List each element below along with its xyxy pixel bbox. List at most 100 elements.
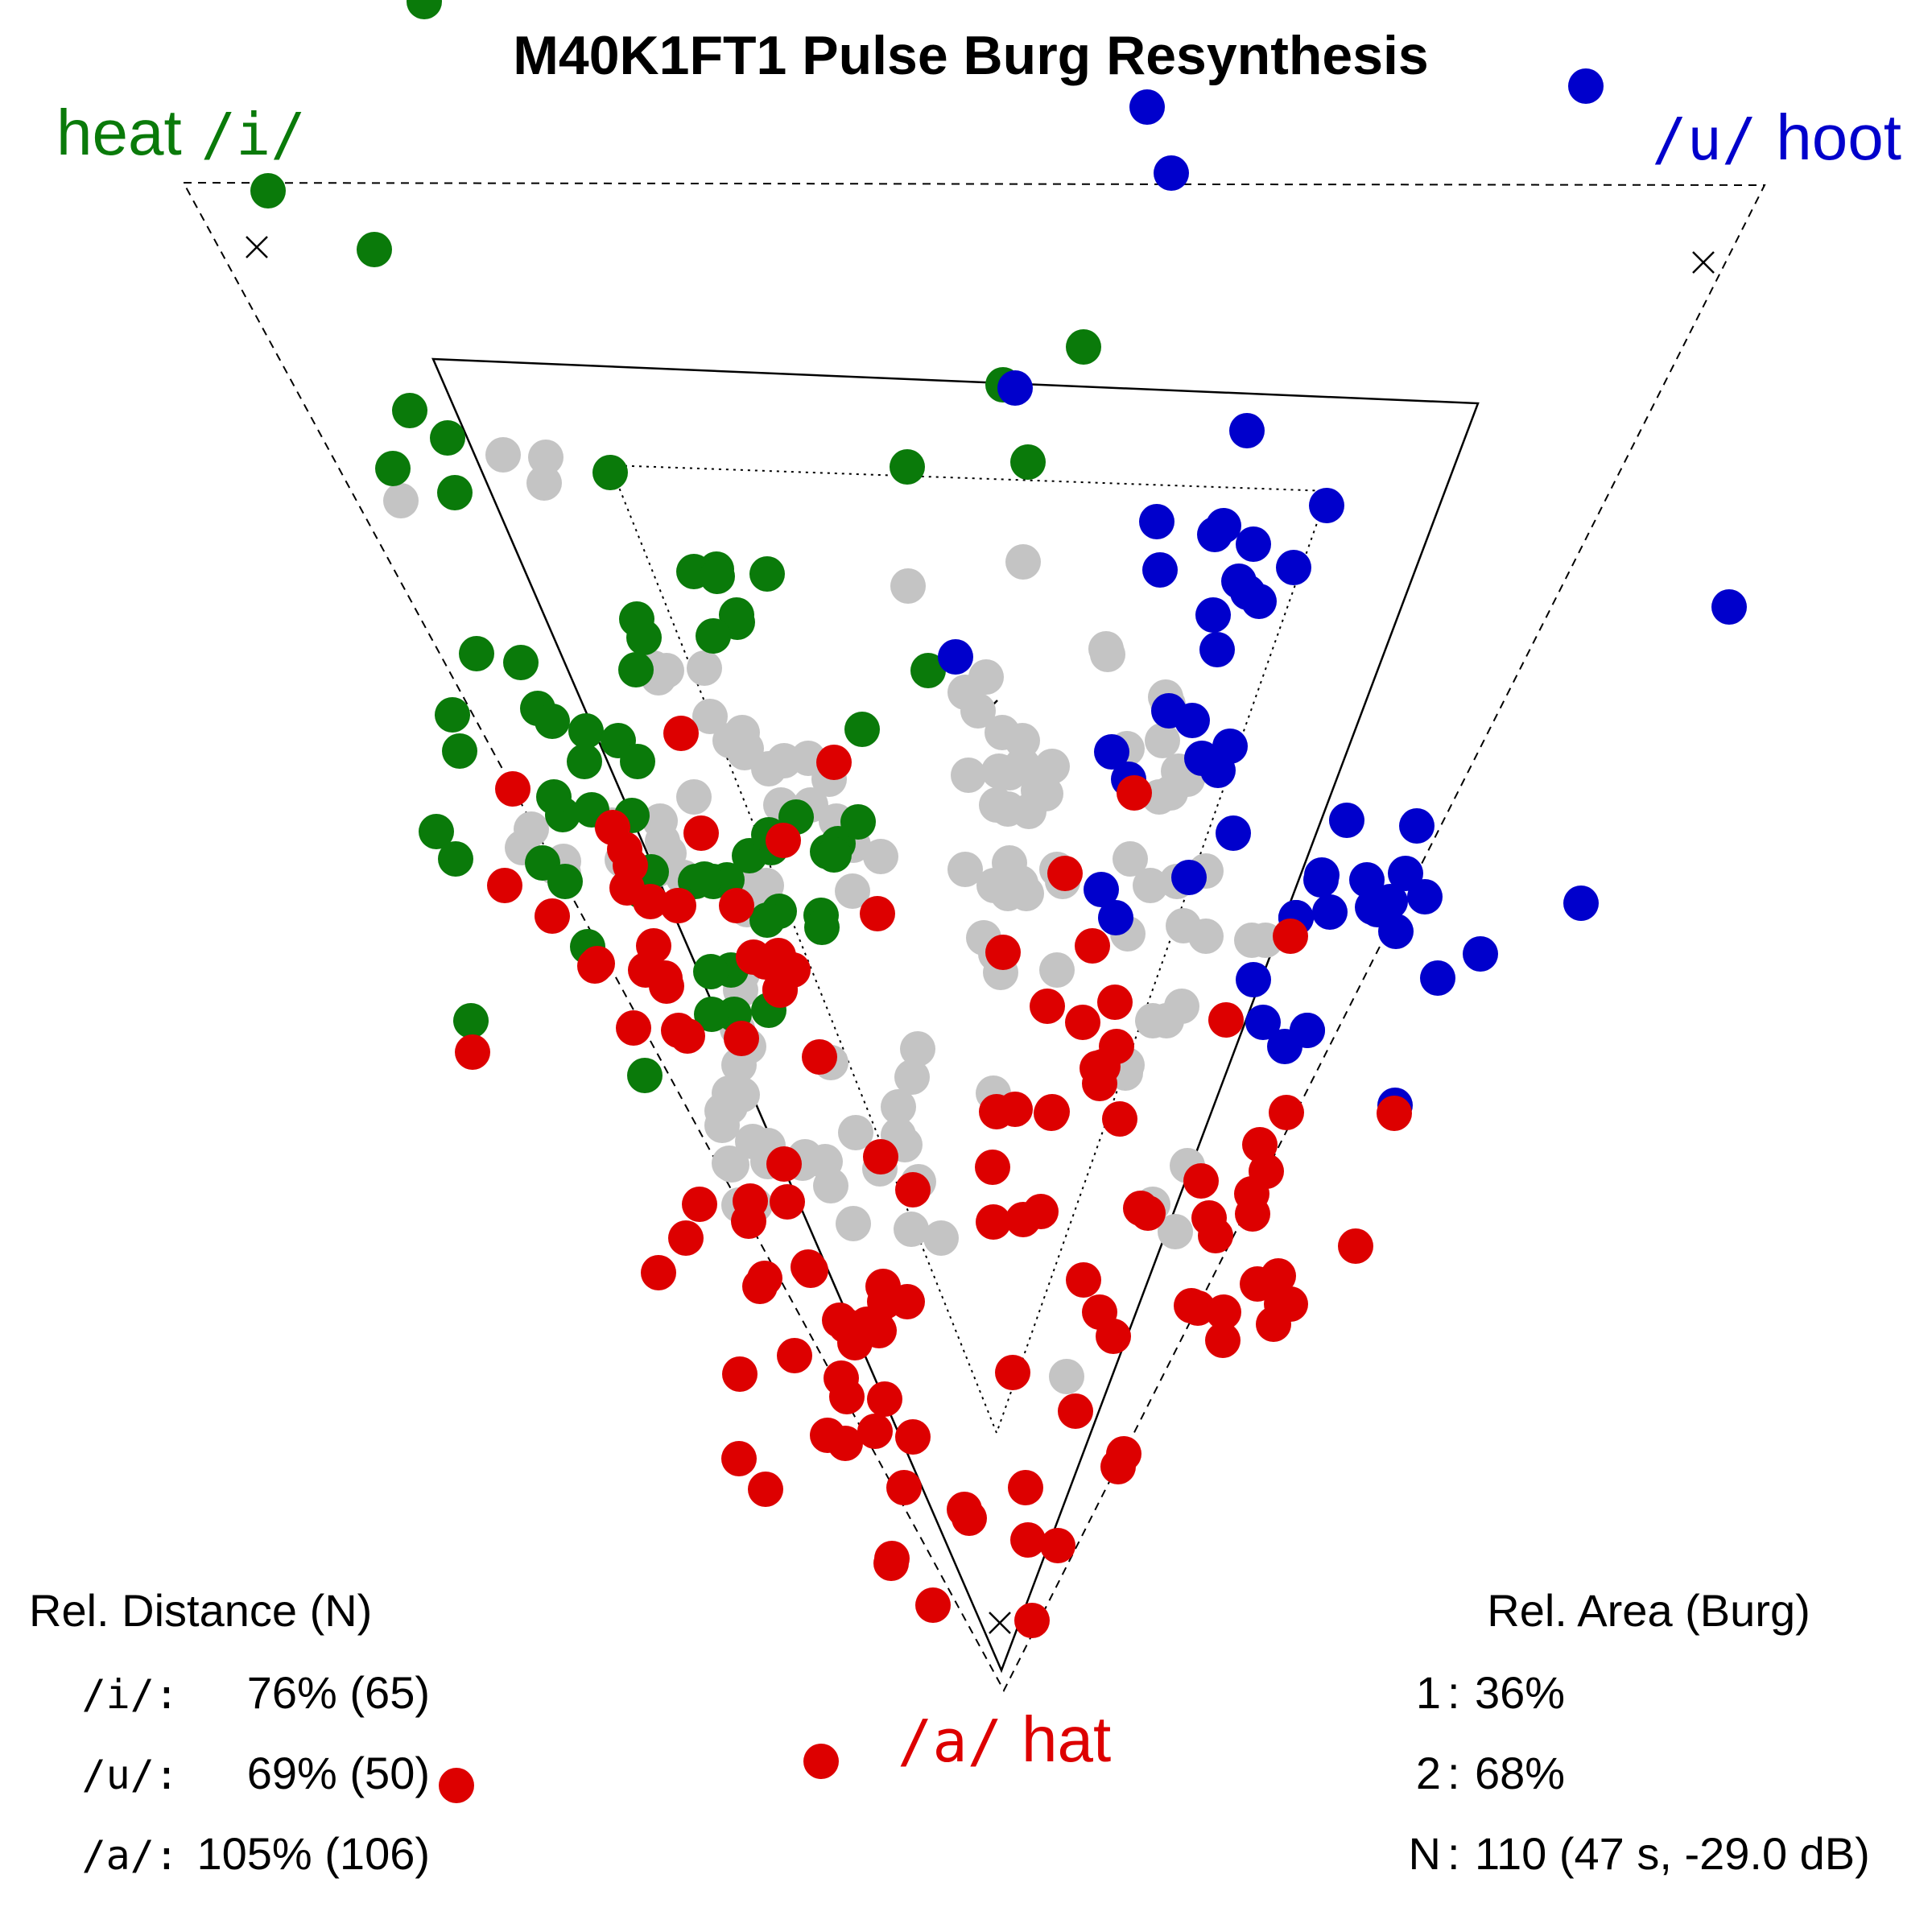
point-i-28: [568, 713, 604, 749]
point-other-1: [528, 440, 564, 475]
point-a-71: [668, 1220, 704, 1256]
vowel-u-ipa: /u/: [1652, 105, 1757, 173]
rel-distance-u-value: 69% (50): [247, 1748, 430, 1798]
point-i-11: [592, 455, 628, 490]
point-a-114: [886, 1470, 922, 1505]
target-marker-i: [246, 236, 268, 258]
points-layer: [250, 0, 1747, 1803]
point-i-37: [438, 841, 473, 877]
point-u-39: [1378, 914, 1414, 949]
point-a-8: [766, 823, 801, 858]
target-marker-a: [989, 1612, 1011, 1634]
point-i-14: [700, 559, 735, 594]
point-u-47: [1236, 962, 1271, 997]
point-other-127: [712, 723, 748, 758]
point-i-64: [453, 1003, 489, 1038]
rel-area-n-key: N: [1409, 1828, 1441, 1879]
point-a-35: [724, 1021, 759, 1056]
point-u-42: [1084, 872, 1119, 907]
vowel-i-ipa: /i/: [201, 101, 306, 168]
point-a-69: [1377, 1096, 1412, 1131]
point-i-30: [567, 744, 602, 779]
point-a-64: [1235, 1196, 1270, 1232]
point-u-9: [1236, 526, 1271, 562]
point-other-45: [1133, 868, 1168, 903]
point-u-46: [1420, 960, 1455, 996]
point-a-126: [1014, 1603, 1050, 1638]
point-a-128: [439, 1768, 474, 1803]
point-a-59: [1130, 1195, 1166, 1231]
point-a-57: [1023, 1194, 1059, 1229]
chart-title: M40K1FT1 Pulse Burg Resynthesis: [513, 25, 1428, 86]
point-other-23: [947, 852, 983, 887]
point-a-117: [952, 1501, 987, 1536]
point-a-0: [663, 716, 699, 751]
point-a-48: [1080, 1051, 1115, 1086]
point-i-21: [618, 652, 654, 687]
point-other-65: [1158, 1214, 1193, 1249]
point-a-125: [915, 1587, 951, 1623]
point-a-12: [535, 898, 570, 934]
point-other-56: [894, 1059, 930, 1095]
point-i-25: [435, 697, 470, 733]
point-other-3: [526, 465, 562, 501]
rel-area-1-value: 36%: [1475, 1667, 1565, 1718]
point-a-51: [979, 1094, 1014, 1129]
point-i-34: [536, 779, 572, 815]
rel-area-n-sep: :: [1447, 1828, 1460, 1879]
point-i-5: [890, 449, 925, 485]
point-i-9: [375, 451, 411, 486]
point-a-82: [976, 1204, 1011, 1240]
point-a-46: [1102, 1101, 1137, 1137]
point-a-103: [777, 1338, 812, 1373]
vowel-u-word: hoot: [1776, 101, 1901, 173]
point-a-5: [683, 815, 719, 851]
point-u-23: [1200, 753, 1236, 788]
vowel-label-a: /a/hat: [898, 1703, 1111, 1775]
point-a-113: [828, 1426, 863, 1461]
point-i-0: [407, 0, 442, 19]
rel-distance-heading: Rel. Distance (N): [29, 1585, 372, 1636]
point-a-89: [1174, 1288, 1209, 1323]
point-a-93: [1205, 1323, 1241, 1358]
rel-area-heading: Rel. Area (Burg): [1487, 1585, 1810, 1636]
point-i-55: [816, 837, 852, 873]
point-i-60: [693, 954, 729, 989]
point-other-104: [863, 839, 898, 874]
rel-area-2-value: 68%: [1475, 1748, 1565, 1798]
point-a-68: [1338, 1228, 1373, 1264]
point-other-126: [692, 699, 728, 734]
point-u-53: [1290, 1013, 1325, 1048]
vowel-label-i: heat/i/: [56, 97, 306, 168]
point-a-120: [748, 1472, 783, 1507]
point-i-2: [357, 232, 392, 267]
point-u-12: [1241, 584, 1277, 619]
point-i-10: [437, 475, 473, 510]
point-a-127: [803, 1744, 839, 1779]
point-a-37: [1030, 989, 1065, 1024]
point-u-16: [938, 639, 973, 675]
point-other-38: [1145, 723, 1180, 758]
point-u-13: [1276, 550, 1311, 585]
point-u-0: [1129, 89, 1165, 125]
point-a-76: [641, 1255, 676, 1290]
point-other-55: [900, 1031, 935, 1067]
point-other-2: [383, 483, 419, 518]
point-u-15: [1711, 589, 1747, 625]
point-u-18: [1199, 632, 1235, 667]
point-other-62: [894, 1212, 929, 1247]
point-u-32: [1349, 862, 1385, 898]
point-other-57: [881, 1089, 916, 1125]
point-i-3: [1066, 329, 1101, 365]
point-a-54: [766, 1146, 802, 1182]
target-marker-u: [1692, 251, 1715, 274]
point-i-66: [840, 804, 876, 840]
point-other-5: [1005, 544, 1041, 580]
point-a-104: [1096, 1319, 1131, 1354]
point-i-20: [626, 620, 662, 655]
point-a-53: [863, 1139, 898, 1174]
point-a-91: [793, 1253, 828, 1288]
point-a-97: [822, 1302, 857, 1338]
point-u-4: [1229, 413, 1265, 448]
point-a-107: [824, 1360, 859, 1396]
